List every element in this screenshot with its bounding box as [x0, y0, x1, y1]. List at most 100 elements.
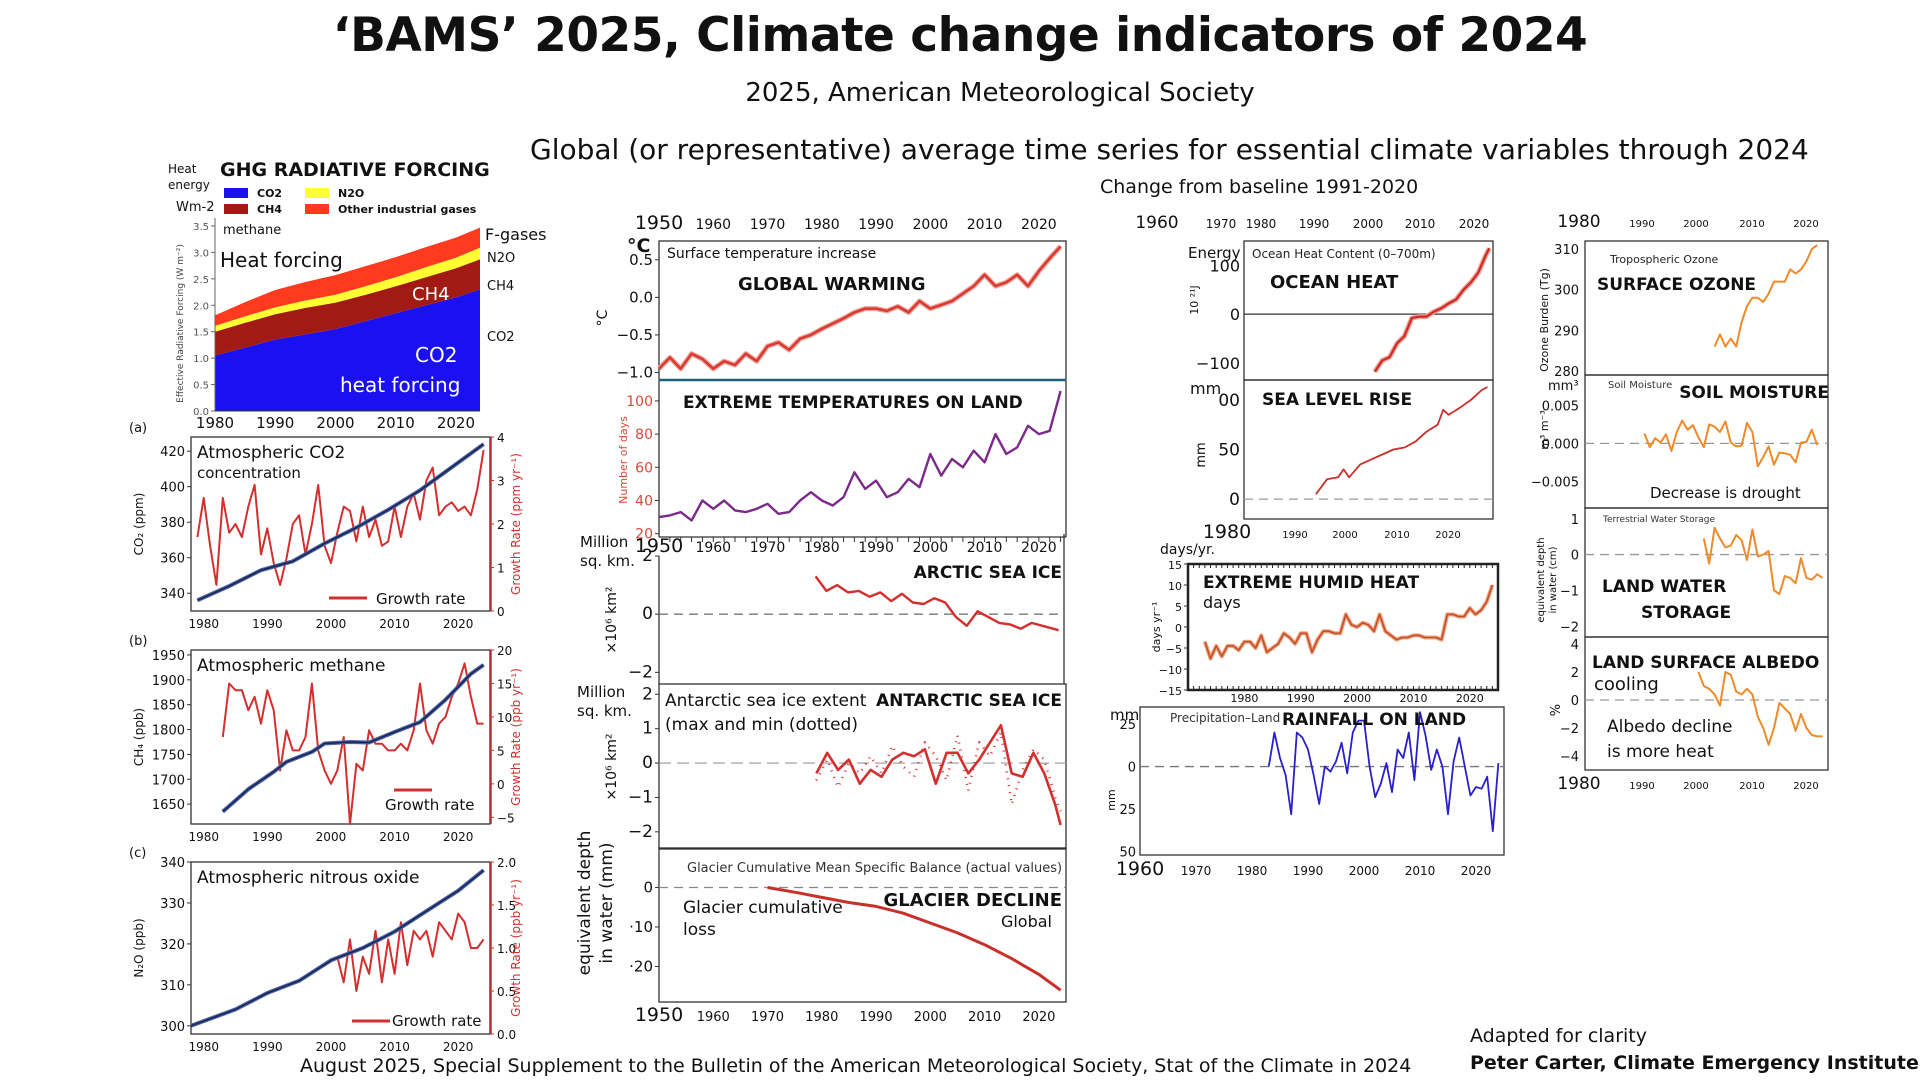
chart-caption: Tropospheric Ozone	[1609, 253, 1719, 266]
x-tick-label: 1960	[695, 540, 731, 556]
y-tick-label: 1	[1571, 513, 1579, 528]
x-tick-label: 2010	[1399, 692, 1427, 705]
y2-tick-label: 15	[497, 677, 512, 691]
y-tick-label: 25	[1119, 718, 1136, 733]
y-tick-label: 10	[1168, 580, 1182, 593]
x-tick-label: 2000	[1343, 692, 1371, 705]
y-tick-label: −15	[1159, 685, 1182, 698]
y2-axis-label: Growth Rate (ppb yr⁻¹)	[509, 668, 523, 806]
x-tick-label: 2020	[1793, 781, 1818, 792]
concentration-band	[190, 868, 485, 1028]
annotation: F-gases	[485, 225, 546, 244]
y-tick-label: 300	[1554, 284, 1579, 299]
y-tick-label: 80	[635, 427, 653, 443]
legend-swatch	[224, 204, 248, 214]
y-tick-label: 0.000	[1542, 437, 1579, 452]
chart-title: SEA LEVEL RISE	[1262, 390, 1412, 410]
annotation: is more heat	[1607, 742, 1714, 762]
x-tick-label: 1960	[695, 217, 731, 233]
legend-label: CH4	[257, 203, 282, 216]
y-tick-label: 400	[160, 481, 185, 496]
y2-tick-label: 1.5	[497, 899, 516, 913]
y-tick-label: 15	[1168, 559, 1182, 572]
y-axis-label: equivalent depth	[1536, 537, 1547, 622]
unit-note: Million	[577, 683, 625, 701]
data-line	[1697, 671, 1823, 746]
area-other-industrial-gases	[215, 227, 480, 326]
chart-title: LAND WATER	[1602, 577, 1726, 597]
uncertainty-band	[657, 244, 1063, 372]
y-axis-label: days yr⁻¹	[1150, 602, 1163, 653]
data-line	[1702, 526, 1824, 595]
unit-note: days/yr.	[1160, 542, 1215, 558]
y-tick-label: 4	[1571, 638, 1579, 653]
y-tick-label: 0	[1571, 549, 1579, 564]
x-tick-label: 2020	[443, 1040, 474, 1054]
chart-subtitle: (max and min (dotted)	[665, 715, 858, 735]
y-tick-label: −10	[1159, 664, 1182, 677]
x-tick-label: 1990	[252, 830, 283, 844]
x-tick-label: 1980	[1557, 212, 1600, 232]
y-axis-label: ×10⁶ km²	[604, 734, 620, 801]
y-axis-label: 10 ²¹J	[1188, 285, 1201, 315]
y-axis-label: mm	[1194, 442, 1209, 467]
x-tick-label: 1950	[635, 535, 683, 557]
chart-title: GHG RADIATIVE FORCING	[220, 159, 490, 181]
x-tick-label: 1980	[1203, 521, 1251, 543]
y-tick-label: 0.5	[193, 381, 209, 392]
x-tick-label: 2010	[968, 1010, 1001, 1025]
chart-caption: Soil Moisture	[1608, 380, 1672, 391]
x-tick-label: 2010	[967, 217, 1003, 233]
x-tick-label: 2010	[379, 830, 410, 844]
x-tick-label: 2000	[316, 617, 347, 631]
growth-rate-line	[221, 662, 484, 825]
x-tick-label: 1990	[252, 1040, 283, 1054]
y-unit: °C	[627, 235, 650, 257]
y-axis-label: in water (mm)	[597, 842, 617, 963]
y-tick-label: 290	[1554, 324, 1579, 339]
y-tick-label: −5	[1166, 643, 1182, 656]
y-tick-label: 1800	[152, 724, 185, 739]
y-tick-label: 280	[1554, 365, 1579, 380]
panel-label: (b)	[129, 634, 147, 649]
y2-axis-label: Growth Rate (ppm yr⁻¹)	[509, 453, 523, 595]
y-tick-label: −1	[628, 787, 653, 807]
x-tick-label: 2010	[1739, 781, 1764, 792]
x-tick-label: 2020	[443, 830, 474, 844]
area-n2o	[215, 247, 480, 332]
y-tick-label: 380	[160, 516, 185, 531]
y2-tick-label: −5	[497, 811, 515, 825]
y-tick-label: −2	[1560, 722, 1579, 737]
y-tick-label: 25	[1119, 803, 1136, 818]
x-tick-label: 2010	[1405, 864, 1436, 878]
y-tick-label: −2	[1560, 620, 1579, 635]
x-tick-label: 1980	[1557, 774, 1600, 794]
x-tick-label: 1970	[751, 1010, 784, 1025]
annotation: Decrease is drought	[1650, 484, 1801, 502]
x-tick-label: 1990	[256, 414, 294, 432]
y-tick-label: 0	[643, 878, 653, 896]
y2-tick-label: 10	[497, 711, 512, 725]
plot-frame	[658, 847, 1067, 1003]
unit-note: Energy	[1188, 244, 1241, 262]
y-axis-label: mm	[1105, 789, 1118, 810]
annotation: heat forcing	[340, 373, 460, 397]
x-tick-label: 1980	[188, 1040, 219, 1054]
x-tick-label: 2000	[914, 1010, 947, 1025]
x-tick-label: 1990	[1629, 219, 1654, 230]
y-tick-label: 0.0	[629, 288, 653, 306]
y-axis-label: in water (cm)	[1548, 546, 1559, 613]
y-tick-label: 60	[635, 460, 653, 476]
baseline-note: Change from baseline 1991-2020	[1100, 176, 1419, 198]
chart-title: STORAGE	[1641, 603, 1731, 623]
y-axis-label: CH₄ (ppb)	[132, 708, 146, 766]
chart-title: Atmospheric methane	[197, 656, 385, 676]
y-tick-label: −1.0	[617, 363, 653, 381]
y-tick-label: 340	[160, 856, 185, 871]
x-tick-label: 1970	[1181, 864, 1212, 878]
legend-swatch	[224, 188, 248, 198]
y2-tick-label: 0	[497, 605, 505, 619]
plot-frame	[658, 683, 1067, 850]
y-tick-label: 1700	[152, 773, 185, 788]
data-line	[658, 390, 1062, 522]
